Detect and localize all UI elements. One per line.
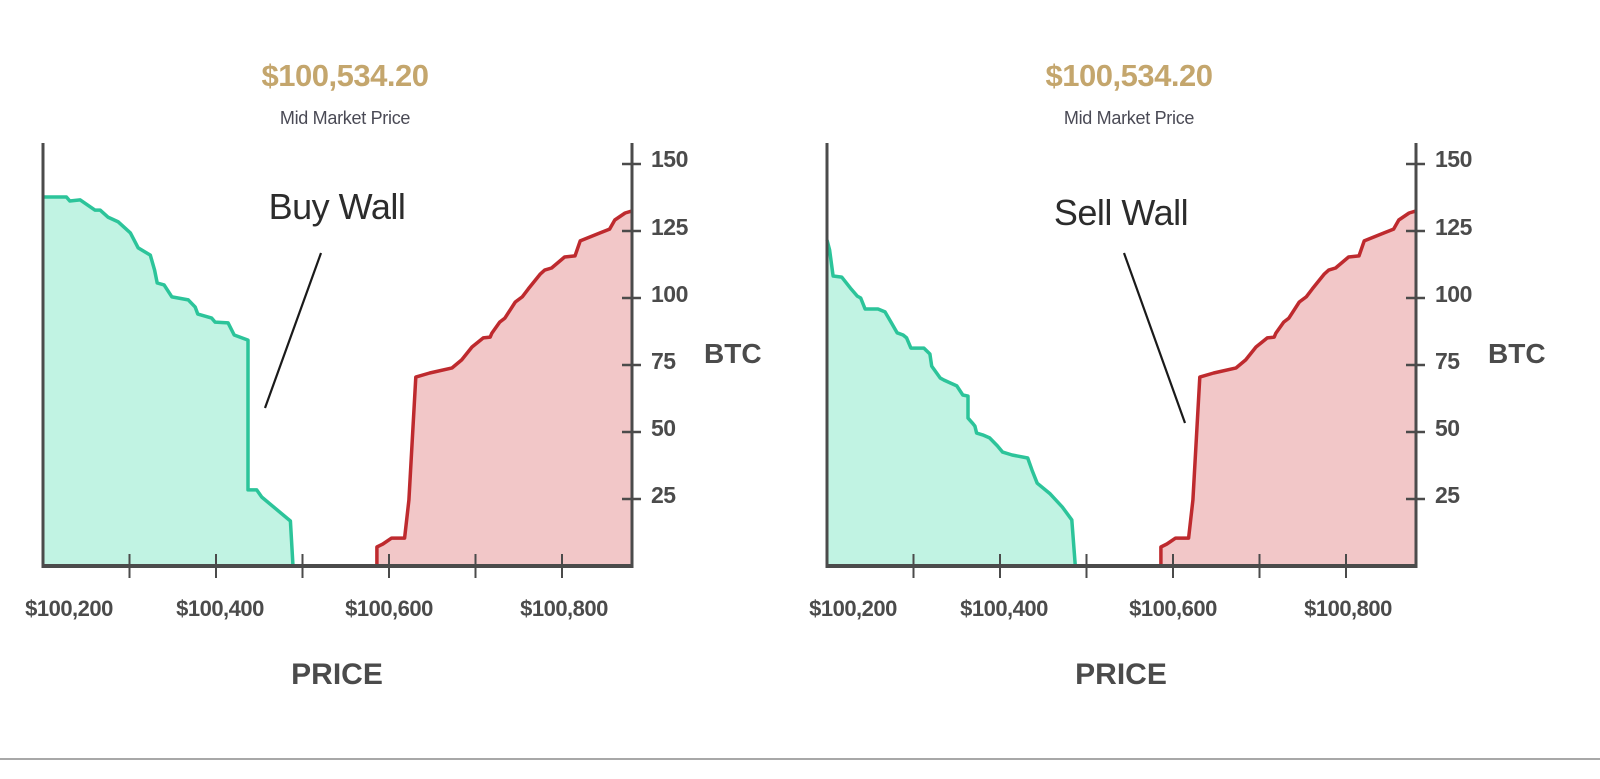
x-tick-label-100400: $100,400 bbox=[176, 596, 264, 621]
bid-depth-area bbox=[43, 197, 293, 566]
ask-depth-line bbox=[1159, 209, 1417, 566]
y-axis-ticks bbox=[622, 162, 641, 501]
sell-wall-depth-chart: $100,534.20 Mid Market Price Sell Wall 1… bbox=[784, 0, 1568, 760]
x-axis-ticks bbox=[128, 554, 563, 578]
y-tick-label-150: 150 bbox=[1435, 146, 1472, 172]
ask-depth-area bbox=[1160, 210, 1417, 566]
x-tick-label-100800: $100,800 bbox=[1304, 596, 1392, 621]
y-tick-label-125: 125 bbox=[651, 214, 688, 240]
sell-wall-pointer-line bbox=[1122, 252, 1187, 424]
x-axis-title: PRICE bbox=[1075, 658, 1167, 691]
sell-wall-annotation: Sell Wall bbox=[1053, 192, 1189, 233]
depth-chart-plot bbox=[41, 143, 641, 578]
x-tick-label-100800: $100,800 bbox=[520, 596, 608, 621]
bid-depth-area bbox=[827, 240, 1076, 566]
y-tick-label-75: 75 bbox=[651, 348, 676, 374]
y-tick-label-50: 50 bbox=[651, 415, 676, 441]
y-axis-ticks bbox=[1406, 162, 1425, 501]
x-tick-label-100400: $100,400 bbox=[960, 596, 1048, 621]
bid-depth-line bbox=[43, 195, 295, 567]
y-tick-label-100: 100 bbox=[1435, 281, 1472, 307]
x-tick-label-100200: $100,200 bbox=[25, 596, 113, 621]
y-tick-label-125: 125 bbox=[1435, 214, 1472, 240]
mid-market-price-label: Mid Market Price bbox=[1063, 108, 1195, 128]
y-tick-label-25: 25 bbox=[1435, 482, 1460, 508]
x-axis-ticks bbox=[912, 554, 1347, 578]
y-tick-label-75: 75 bbox=[1435, 348, 1460, 374]
x-tick-label-100600: $100,600 bbox=[1129, 596, 1217, 621]
ask-depth-area bbox=[376, 210, 633, 566]
x-axis-title: PRICE bbox=[291, 658, 383, 691]
y-tick-label-25: 25 bbox=[651, 482, 676, 508]
ask-depth-line bbox=[375, 209, 633, 566]
mid-market-price-value: $100,534.20 bbox=[261, 58, 429, 93]
y-tick-label-50: 50 bbox=[1435, 415, 1460, 441]
buy-wall-depth-chart: $100,534.20 Mid Market Price Buy Wall 15… bbox=[0, 0, 784, 760]
y-axis-title: BTC bbox=[704, 338, 762, 369]
y-axis-title: BTC bbox=[1488, 338, 1546, 369]
x-tick-label-100600: $100,600 bbox=[345, 596, 433, 621]
x-tick-label-100200: $100,200 bbox=[809, 596, 897, 621]
depth-chart-plot bbox=[825, 143, 1425, 578]
mid-market-price-label: Mid Market Price bbox=[279, 108, 411, 128]
bid-depth-line bbox=[825, 239, 1078, 567]
buy-wall-pointer-line bbox=[263, 252, 323, 409]
y-tick-label-150: 150 bbox=[651, 146, 688, 172]
buy-wall-annotation: Buy Wall bbox=[268, 186, 406, 227]
mid-market-price-value: $100,534.20 bbox=[1045, 58, 1213, 93]
bottom-divider bbox=[0, 758, 1600, 779]
y-tick-label-100: 100 bbox=[651, 281, 688, 307]
